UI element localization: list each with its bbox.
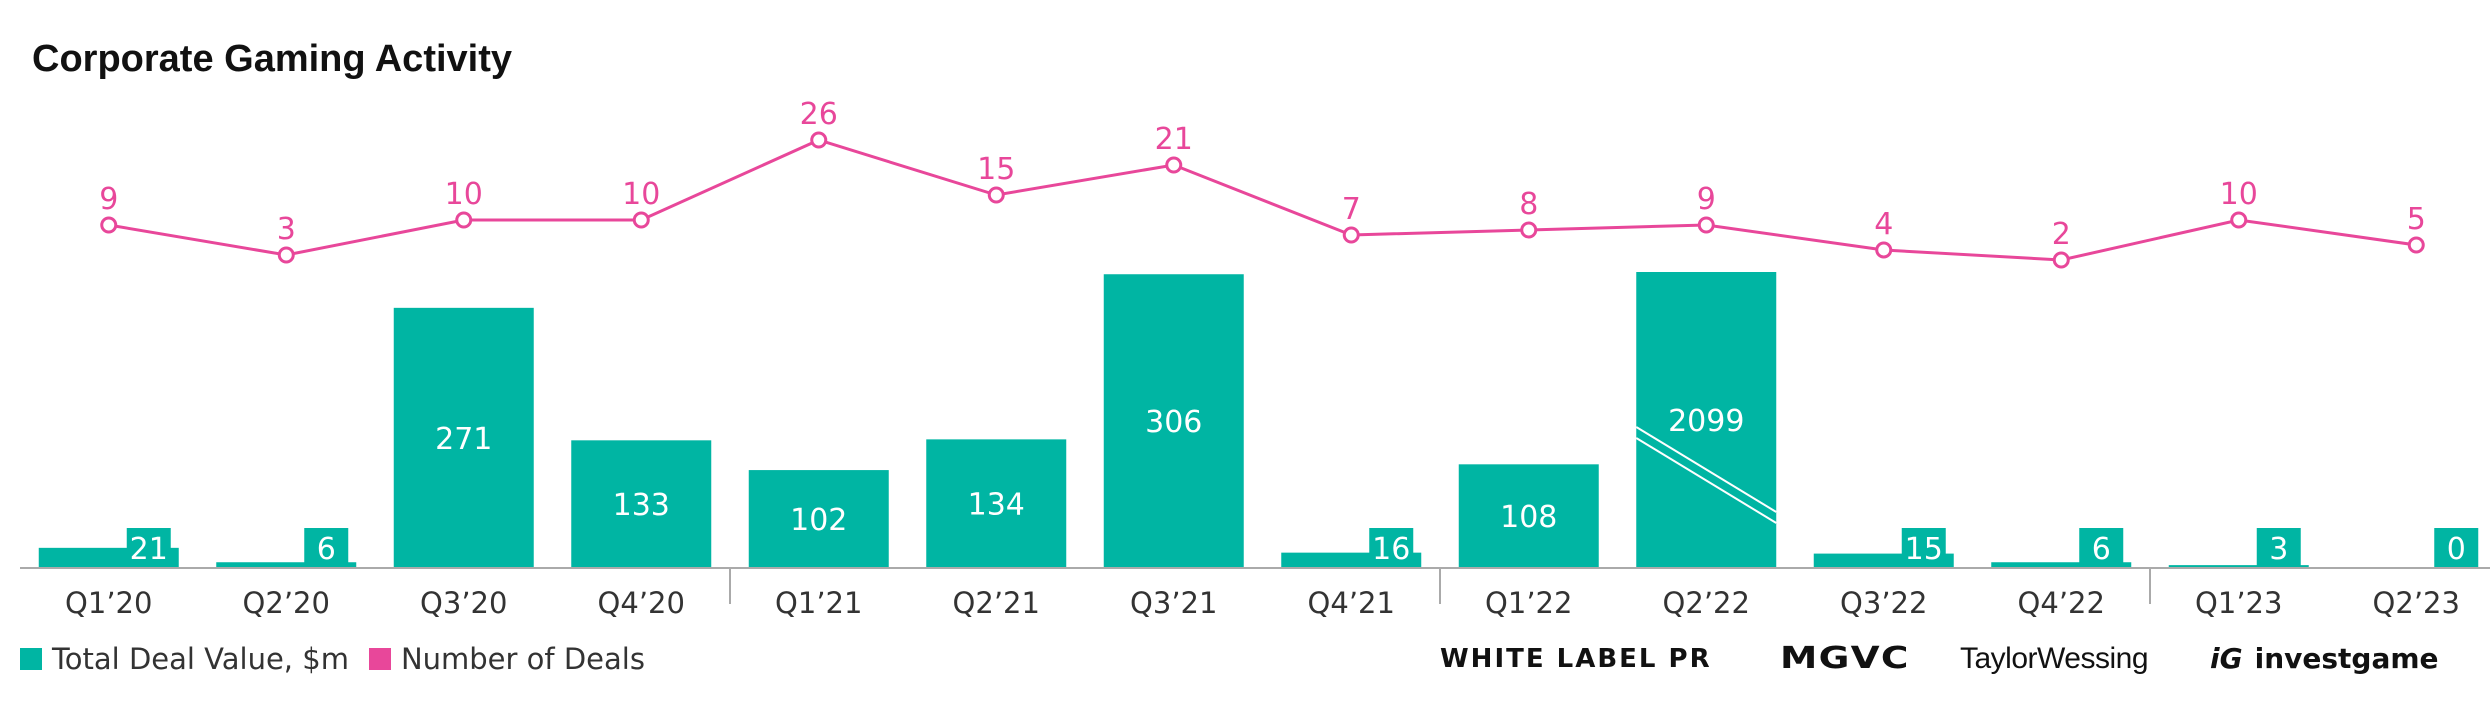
deal-count-point — [632, 211, 650, 229]
deal-count-point — [2052, 251, 2070, 269]
x-tick-label: Q4’22 — [2018, 586, 2105, 620]
bar-deal-value — [571, 440, 712, 568]
taylor-wessing-logo: TaylorWessing — [1960, 642, 2149, 675]
bar-value-label: 21 — [130, 532, 168, 567]
bar-deal-value — [748, 470, 889, 568]
bar-value-box — [2256, 528, 2301, 568]
deal-count-point — [1520, 221, 1538, 239]
x-tick-label: Q2’21 — [953, 586, 1040, 620]
deal-count-label: 26 — [800, 97, 838, 132]
investgame-logo-text: investgame — [2254, 642, 2439, 675]
deal-count-label: 7 — [1342, 192, 1361, 227]
deal-count-label: 10 — [2220, 177, 2258, 212]
bar-value-label: 271 — [435, 422, 492, 457]
white-label-pr-logo: WHITE LABEL PR — [1440, 644, 1712, 674]
bar-value-box — [126, 528, 171, 568]
deal-count-label: 15 — [977, 152, 1015, 187]
bar-value-label: 108 — [1500, 500, 1557, 535]
deal-count-point — [455, 211, 473, 229]
bar-value-label: 134 — [968, 488, 1025, 523]
deal-count-label: 10 — [622, 177, 660, 212]
legend-swatch-deal-count — [368, 648, 391, 670]
bar-value-label: 102 — [790, 503, 847, 538]
bar-value-box — [1901, 528, 1946, 568]
bar-value-label: 16 — [1372, 532, 1410, 567]
investgame-logo-mark: iG — [2210, 642, 2243, 675]
bar-value-label: 133 — [613, 488, 670, 523]
deal-count-point — [987, 186, 1005, 204]
investgame-logo: iG investgame — [2210, 642, 2439, 675]
x-tick-label: Q1’23 — [2195, 586, 2282, 620]
bar-value-box — [304, 528, 349, 568]
bar-deal-value — [1458, 464, 1599, 568]
deal-count-point — [1697, 216, 1715, 234]
deal-count-label: 4 — [1874, 207, 1893, 242]
bar-deal-value — [1636, 272, 1777, 568]
deal-count-label: 9 — [99, 182, 118, 217]
bar-value-label: 0 — [2447, 532, 2466, 567]
deal-count-point — [1342, 226, 1360, 244]
x-tick-label: Q3’21 — [1130, 586, 1217, 620]
bar-deal-value — [216, 562, 357, 568]
bar-deal-value — [393, 307, 534, 568]
axis-break-mark — [1635, 437, 1777, 524]
x-tick-label: Q2’20 — [243, 586, 330, 620]
deal-count-label: 9 — [1697, 182, 1716, 217]
deal-count-point — [2230, 211, 2248, 229]
deal-count-label: 5 — [2407, 202, 2426, 237]
x-tick-label: Q1’20 — [65, 586, 152, 620]
bar-value-label: 306 — [1145, 405, 1202, 440]
deal-count-label: 2 — [2052, 217, 2071, 252]
x-tick-label: Q1’22 — [1485, 586, 1572, 620]
legend: Total Deal Value, $m Number of Deals — [20, 642, 665, 676]
deal-count-point — [1165, 156, 1183, 174]
bar-deal-value — [1991, 562, 2132, 568]
legend-label-deal-value: Total Deal Value, $m — [52, 642, 349, 676]
x-tick-label: Q3’20 — [420, 586, 507, 620]
chart-title: Corporate Gaming Activity — [32, 38, 513, 80]
x-tick-label: Q2’23 — [2373, 586, 2460, 620]
x-tick-label: Q1’21 — [775, 586, 862, 620]
bar-deal-value — [2168, 565, 2309, 568]
deal-count-point — [810, 131, 828, 149]
legend-swatch-deal-value — [20, 648, 42, 670]
deal-count-label: 3 — [277, 212, 296, 247]
partner-logos: WHITE LABEL PR MGVC TaylorWessing iG inve… — [1430, 640, 2450, 680]
bar-deal-value — [1103, 274, 1244, 568]
bar-value-label: 15 — [1905, 532, 1943, 567]
legend-label-deal-count: Number of Deals — [400, 642, 645, 676]
legend-item-deal-count: Number of Deals — [368, 642, 645, 676]
axis-break-mark — [1635, 426, 1777, 513]
bar-value-label: 6 — [317, 532, 336, 567]
mgvc-logo: MGVC — [1780, 641, 1910, 676]
bar-deal-value — [926, 439, 1067, 568]
x-tick-label: Q2’22 — [1663, 586, 1750, 620]
deal-count-point — [100, 216, 118, 234]
deal-count-label: 8 — [1519, 187, 1538, 222]
bar-value-label: 2099 — [1668, 404, 1744, 439]
deal-count-line — [108, 138, 2417, 262]
bar-value-label: 6 — [2092, 532, 2111, 567]
bar-value-box — [2434, 528, 2479, 568]
bar-value-label: 3 — [2269, 532, 2288, 567]
deal-count-point — [277, 246, 295, 264]
deal-count-label: 10 — [445, 177, 483, 212]
bar-value-box — [1369, 528, 1414, 568]
deal-count-point — [2407, 236, 2425, 254]
legend-item-deal-value: Total Deal Value, $m — [20, 642, 349, 676]
deal-count-point — [1875, 241, 1893, 259]
x-tick-label: Q4’21 — [1308, 586, 1395, 620]
deal-count-label: 21 — [1155, 122, 1193, 157]
bar-value-box — [2079, 528, 2124, 568]
x-tick-label: Q4’20 — [598, 586, 685, 620]
x-tick-label: Q3’22 — [1840, 586, 1927, 620]
